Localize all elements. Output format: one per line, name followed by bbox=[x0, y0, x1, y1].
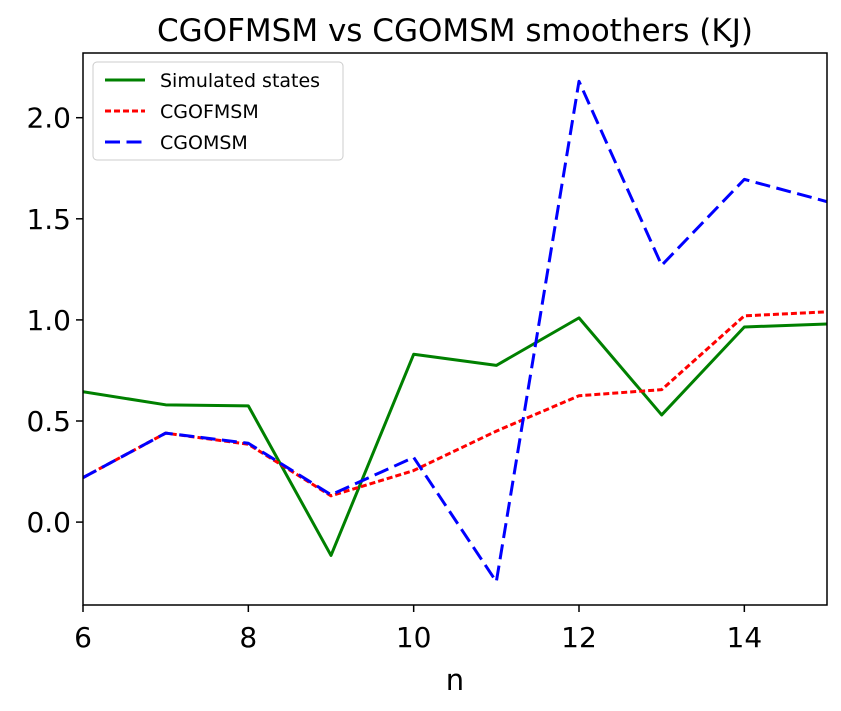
y-axis: 0.0 0.5 1.0 1.5 2.0 bbox=[26, 102, 83, 539]
legend-box bbox=[92, 61, 344, 161]
series-line-cgomsm bbox=[83, 79, 827, 584]
y-tick-label: 0.0 bbox=[26, 506, 71, 539]
x-axis: 6 8 10 12 14 bbox=[74, 605, 762, 654]
plot-frame bbox=[82, 52, 828, 606]
x-tick-label: 12 bbox=[561, 621, 597, 654]
legend-entries: Simulated states CGOFMSM CGOMSM bbox=[105, 70, 320, 154]
x-tick-label: 14 bbox=[727, 621, 763, 654]
legend-label-simulated-states: Simulated states bbox=[160, 70, 320, 92]
x-axis-label: n bbox=[446, 663, 464, 697]
y-tick-label: 1.5 bbox=[26, 203, 71, 236]
x-tick-label: 6 bbox=[74, 621, 92, 654]
y-tick-label: 0.5 bbox=[26, 405, 71, 438]
chart-title: CGOFMSM vs CGOMSM smoothers (KJ) bbox=[157, 13, 753, 49]
y-tick-label: 2.0 bbox=[26, 102, 71, 135]
x-tick-label: 8 bbox=[239, 621, 257, 654]
legend: Simulated states CGOFMSM CGOMSM bbox=[92, 61, 344, 161]
plot-area bbox=[82, 52, 828, 606]
legend-label-cgomsm: CGOMSM bbox=[160, 132, 248, 154]
x-tick-label: 10 bbox=[396, 621, 432, 654]
series-layer bbox=[83, 79, 827, 584]
series-line-simulated-states bbox=[83, 316, 827, 557]
y-tick-label: 1.0 bbox=[26, 304, 71, 337]
legend-label-cgofmsm: CGOFMSM bbox=[160, 101, 259, 123]
